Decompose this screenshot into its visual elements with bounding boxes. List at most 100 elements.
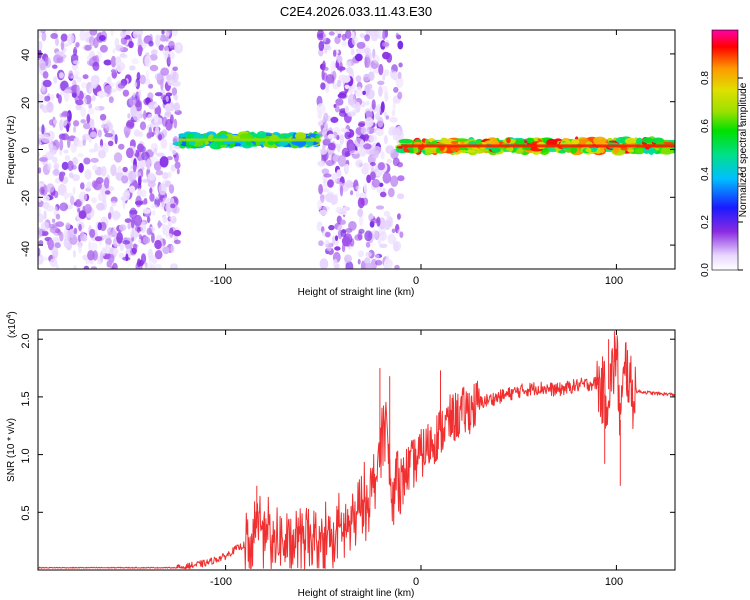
noise-blob	[383, 69, 390, 77]
signal-blob	[450, 140, 459, 145]
noise-blob	[132, 243, 138, 253]
noise-blob	[166, 74, 172, 81]
noise-blob	[169, 215, 175, 221]
noise-blob	[327, 133, 335, 139]
noise-blob	[176, 168, 180, 175]
noise-blob	[367, 71, 375, 81]
noise-blob	[78, 191, 88, 203]
noise-blob	[344, 254, 352, 263]
noise-blob	[355, 185, 361, 191]
colorbar-tick-label-3: 0.6	[700, 119, 711, 133]
noise-blob	[162, 216, 168, 224]
noise-blob	[345, 30, 352, 39]
noise-blob	[63, 237, 69, 248]
noise-blob	[377, 80, 385, 86]
noise-blob	[60, 111, 70, 118]
noise-blob	[63, 191, 69, 201]
noise-blob	[319, 258, 329, 269]
noise-blob	[154, 73, 163, 81]
noise-blob	[75, 42, 80, 48]
noise-blob	[122, 240, 131, 245]
noise-blob	[53, 162, 60, 170]
noise-blob	[365, 251, 372, 257]
noise-blob	[376, 103, 381, 115]
noise-blob	[382, 172, 392, 184]
noise-blob	[67, 160, 74, 172]
noise-blob	[110, 164, 117, 177]
noise-blob	[84, 44, 92, 51]
noise-blob	[379, 243, 388, 248]
noise-blob	[87, 250, 95, 261]
noise-blob	[397, 71, 402, 80]
noise-blob	[158, 183, 167, 196]
colorbar-tick-label-0: 0.0	[700, 263, 711, 277]
signal-blob	[634, 148, 645, 154]
noise-blob	[399, 231, 404, 238]
noise-blob	[101, 120, 107, 125]
noise-blob	[86, 181, 92, 190]
noise-blob	[42, 195, 50, 202]
noise-blob	[342, 75, 351, 83]
noise-blob	[53, 168, 60, 176]
noise-blob	[334, 246, 341, 251]
noise-blob	[162, 172, 169, 180]
noise-blob	[77, 242, 82, 254]
noise-blob	[38, 191, 41, 200]
noise-blob	[67, 137, 71, 149]
snr-multiplier: (x104)	[6, 311, 18, 338]
noise-blob	[165, 95, 169, 102]
noise-blob	[116, 231, 123, 244]
noise-blob	[133, 231, 137, 242]
noise-blob	[363, 143, 372, 150]
signal-blob	[454, 138, 469, 142]
noise-blob	[335, 98, 344, 106]
noise-blob	[316, 221, 323, 232]
noise-blob	[147, 113, 154, 122]
noise-blob	[73, 46, 78, 56]
noise-blob	[336, 169, 342, 178]
noise-blob	[98, 91, 108, 98]
signal-blob	[642, 137, 653, 144]
noise-blob	[345, 163, 349, 174]
noise-blob	[67, 33, 75, 44]
noise-blob	[53, 54, 62, 64]
noise-blob	[51, 246, 59, 259]
noise-blob	[318, 40, 325, 52]
noise-blob	[90, 80, 98, 89]
noise-blob	[147, 172, 156, 181]
noise-blob	[345, 261, 354, 269]
noise-blob	[59, 72, 64, 79]
noise-blob	[113, 152, 123, 163]
noise-blob	[55, 264, 60, 269]
noise-blob	[38, 167, 42, 174]
noise-blob	[90, 131, 97, 138]
noise-blob	[376, 170, 383, 177]
noise-blob	[396, 193, 405, 200]
noise-blob	[397, 40, 404, 50]
noise-blob	[73, 227, 78, 235]
noise-blob	[346, 61, 352, 68]
noise-blob	[330, 61, 337, 73]
noise-blob	[358, 192, 367, 199]
noise-blob	[334, 36, 341, 45]
signal-blob	[593, 136, 607, 145]
noise-blob	[110, 30, 114, 37]
noise-blob	[383, 220, 391, 231]
signal-blob	[441, 138, 455, 146]
noise-blob	[106, 260, 112, 268]
noise-blob	[391, 127, 401, 136]
noise-blob	[89, 30, 98, 36]
noise-blob	[42, 71, 49, 79]
spectrogram-xtick-label-2: 100	[605, 275, 623, 287]
noise-blob	[345, 228, 353, 233]
signal-blob	[178, 133, 186, 138]
noise-blob	[127, 222, 131, 230]
noise-blob	[171, 87, 178, 96]
noise-blob	[125, 121, 134, 128]
signal-blob	[465, 149, 477, 153]
snr-spikes	[256, 331, 621, 513]
noise-blob	[150, 204, 158, 209]
noise-blob	[83, 122, 91, 130]
snr-xtick-label-1: 0	[413, 576, 419, 588]
noise-blob	[370, 30, 379, 42]
